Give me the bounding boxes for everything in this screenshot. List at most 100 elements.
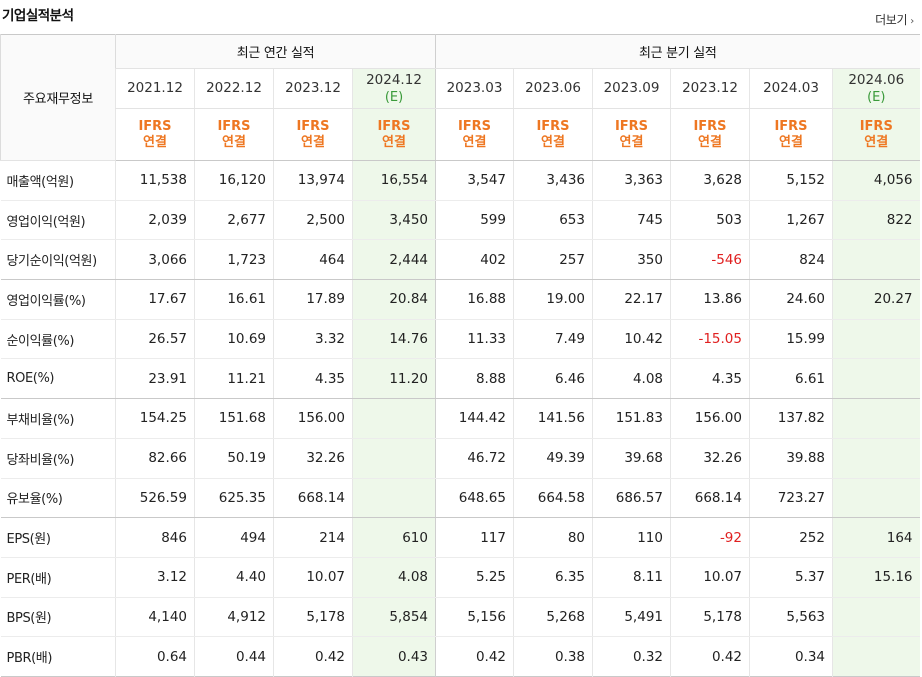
value-cell: 0.32: [592, 636, 671, 677]
value-cell: 0.64: [115, 636, 195, 677]
value-cell: 745: [592, 200, 671, 241]
value-cell: [352, 478, 436, 519]
consolidated-label: 연결: [698, 134, 722, 150]
value-cell: 151.83: [592, 398, 671, 439]
value-cell: 0.43: [352, 636, 436, 677]
value-cell: 464: [273, 239, 353, 281]
value-cell: 15.99: [749, 319, 833, 360]
value-cell: 20.27: [831, 279, 920, 320]
value-cell: 668.14: [670, 478, 750, 519]
value-cell: 686.57: [592, 478, 671, 519]
value-cell: 5,152: [749, 160, 833, 201]
value-cell: 5,178: [670, 597, 750, 638]
value-cell: 19.00: [513, 279, 593, 320]
value-cell: 14.76: [352, 319, 436, 360]
consolidated-label: 연결: [301, 134, 325, 150]
value-cell: 526.59: [115, 478, 195, 519]
ifrs-label: IFRS: [217, 118, 251, 134]
value-cell: 599: [435, 200, 514, 241]
value-cell: 3.12: [115, 557, 195, 598]
more-link[interactable]: 더보기 ›: [875, 11, 914, 28]
value-cell: 16.61: [194, 279, 274, 320]
consolidated-label: 연결: [222, 134, 246, 150]
value-cell: 0.42: [435, 636, 514, 677]
value-cell: 16,554: [352, 160, 436, 201]
value-cell: 0.44: [194, 636, 274, 677]
value-cell: [831, 398, 920, 439]
ifrs-basis-header: IFRS 연결: [352, 108, 436, 161]
value-cell: 350: [592, 239, 671, 281]
row-label: 순이익률(%): [0, 319, 116, 360]
table-row: 순이익률(%) 26.57 10.69 3.32 14.76 11.33 7.49 10.42…: [0, 319, 920, 360]
period-label: 2024.06: [848, 71, 905, 88]
value-cell: 4.35: [670, 358, 750, 400]
value-cell: 144.42: [435, 398, 514, 439]
table-row: PER(배) 3.12 4.40 10.07 4.08 5.25 6.35 8.11 10.07…: [0, 557, 920, 598]
value-cell: 5,563: [749, 597, 833, 638]
row-label: PBR(배): [6, 651, 53, 667]
table-row: 유보율(%) 526.59 625.35 668.14 648.65 664.58 686.…: [0, 478, 920, 519]
value-cell: 46.72: [435, 438, 514, 479]
value-cell: 6.35: [513, 557, 593, 598]
value-cell: 6.61: [749, 358, 833, 400]
value-cell: 503: [670, 200, 750, 241]
value-cell: 1,267: [749, 200, 833, 241]
value-cell: 80: [513, 517, 593, 558]
ifrs-basis-header: IFRS 연결: [670, 108, 750, 161]
value-cell: 8.88: [435, 358, 514, 400]
estimate-marker: (E): [384, 89, 404, 105]
consolidated-label: 연결: [779, 134, 803, 150]
row-label: 당좌비율(%): [0, 438, 116, 479]
period-header: 2023.12: [273, 68, 353, 109]
value-cell: 4.35: [273, 358, 353, 400]
table-row: 당기순이익(억원) 3,066 1,723 464 2,444 402 257 350 -546…: [0, 239, 920, 281]
ifrs-label: IFRS: [457, 118, 492, 134]
value-cell: 2,677: [194, 200, 274, 241]
value-cell: 10.07: [273, 557, 353, 598]
row-label: 영업이익(억원): [0, 200, 116, 241]
period-label: 2024.12: [366, 71, 422, 88]
value-cell: -92: [670, 517, 750, 558]
ifrs-label: IFRS: [377, 118, 411, 134]
ifrs-label: IFRS: [774, 118, 808, 134]
table-row: 당좌비율(%) 82.66 50.19 32.26 46.72 49.39 39.68 32.…: [0, 438, 920, 479]
value-cell: 723.27: [749, 478, 833, 519]
period-label: 2023.09: [603, 80, 660, 96]
value-cell: 24.60: [749, 279, 833, 320]
period-label: 2023.12: [682, 80, 738, 96]
value-cell: 6.46: [513, 358, 593, 400]
value-cell: 824: [749, 239, 833, 281]
value-cell: 5,178: [273, 597, 353, 638]
more-label: 더보기: [875, 13, 908, 27]
period-label: 2023.12: [285, 80, 341, 96]
value-cell: 625.35: [194, 478, 274, 519]
value-cell: 32.26: [273, 438, 353, 479]
period-header: 2024.06 (E): [831, 68, 920, 109]
value-cell: 846: [115, 517, 195, 558]
value-cell: 252: [749, 517, 833, 558]
value-cell: 10.42: [592, 319, 671, 360]
ifrs-basis-header: IFRS 연결: [115, 108, 195, 161]
consolidated-label: 연결: [541, 134, 565, 150]
period-label: 2024.03: [763, 80, 819, 96]
value-cell: 16.88: [435, 279, 514, 320]
value-cell: 13,974: [273, 160, 353, 201]
value-cell: 5.37: [749, 557, 833, 598]
period-label: 2023.03: [446, 80, 503, 96]
value-cell: 3,066: [115, 239, 195, 281]
value-cell: 3,547: [435, 160, 514, 201]
value-cell: 5,156: [435, 597, 514, 638]
row-label: BPS(원): [0, 597, 116, 638]
period-header-row: 2021.12 2022.12 2023.12 2024.12 (E) 2023.03 20…: [1, 68, 920, 109]
value-cell: 11.20: [352, 358, 436, 400]
value-cell: 32.26: [670, 438, 750, 479]
table-row: 영업이익(억원) 2,039 2,677 2,500 3,450 599 653 745 503…: [0, 200, 920, 241]
consolidated-label: 연결: [864, 134, 889, 150]
value-cell: [352, 438, 436, 479]
period-header: 2023.12: [670, 68, 750, 109]
value-cell: 22.17: [592, 279, 671, 320]
row-label: 당기순이익(억원): [0, 239, 116, 281]
period-header: 2021.12: [115, 68, 195, 109]
period-label: 2021.12: [127, 80, 183, 96]
value-cell: 82.66: [115, 438, 195, 479]
